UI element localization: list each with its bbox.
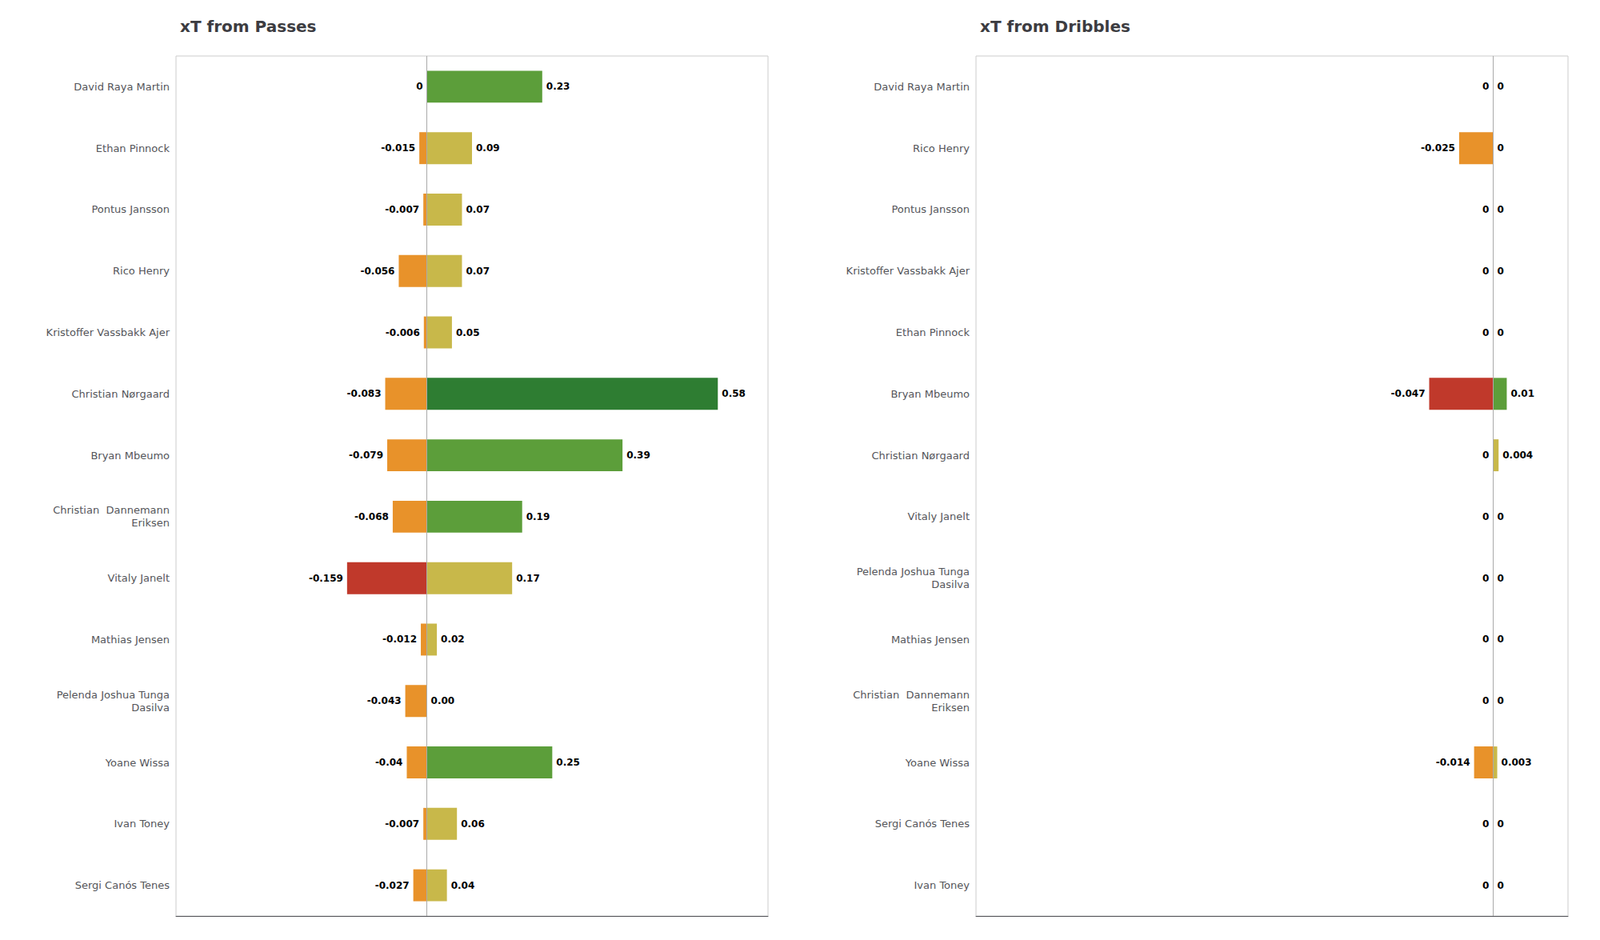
svg-text:xT from Passes: xT from Passes: [180, 16, 317, 36]
svg-text:-0.04: -0.04: [375, 756, 404, 768]
svg-text:Pelenda Joshua Tunga: Pelenda Joshua Tunga: [856, 565, 970, 578]
svg-text:0: 0: [1496, 695, 1504, 707]
svg-text:Rico Henry: Rico Henry: [912, 142, 970, 155]
svg-text:Ivan Toney: Ivan Toney: [114, 817, 171, 830]
svg-text:0.09: 0.09: [476, 142, 500, 154]
svg-text:-0.027: -0.027: [375, 880, 410, 892]
svg-text:-0.079: -0.079: [348, 449, 384, 461]
svg-text:0.39: 0.39: [626, 449, 651, 461]
svg-text:Pontus Jansson: Pontus Jansson: [91, 203, 170, 216]
svg-text:Ethan Pinnock: Ethan Pinnock: [896, 326, 971, 339]
svg-text:0: 0: [1496, 265, 1504, 277]
svg-text:0.004: 0.004: [1502, 449, 1533, 461]
svg-text:0: 0: [1482, 880, 1489, 892]
svg-text:Christian Dannemann: Christian Dannemann: [52, 504, 170, 516]
svg-text:0: 0: [1482, 265, 1489, 277]
svg-text:Kristoffer Vassbakk Ajer: Kristoffer Vassbakk Ajer: [846, 264, 971, 277]
svg-text:Pontus Jansson: Pontus Jansson: [891, 203, 970, 216]
svg-text:0: 0: [1496, 511, 1504, 523]
svg-text:0.17: 0.17: [516, 572, 540, 584]
svg-text:-0.043: -0.043: [367, 695, 402, 707]
svg-text:Yoane Wissa: Yoane Wissa: [104, 756, 170, 769]
svg-text:0.07: 0.07: [465, 204, 490, 216]
svg-text:0: 0: [1482, 695, 1489, 707]
svg-text:0: 0: [1482, 818, 1489, 830]
svg-text:0: 0: [1482, 511, 1489, 523]
svg-text:0.05: 0.05: [456, 327, 480, 339]
svg-text:0: 0: [1496, 880, 1504, 892]
svg-text:Bryan Mbeumo: Bryan Mbeumo: [890, 388, 970, 400]
svg-text:Christian Nørgaard: Christian Nørgaard: [72, 388, 170, 400]
svg-text:Yoane Wissa: Yoane Wissa: [904, 756, 970, 769]
svg-text:Mathias Jensen: Mathias Jensen: [891, 633, 970, 646]
svg-text:0: 0: [416, 80, 423, 92]
svg-text:Sergi Canós Tenes: Sergi Canós Tenes: [75, 879, 170, 892]
svg-text:Rico Henry: Rico Henry: [112, 264, 170, 277]
svg-text:0.01: 0.01: [1510, 388, 1535, 400]
svg-text:Ivan Toney: Ivan Toney: [914, 879, 971, 892]
svg-text:0: 0: [1482, 327, 1489, 339]
svg-text:0: 0: [1496, 633, 1504, 645]
svg-text:0: 0: [1496, 80, 1504, 92]
svg-text:0.58: 0.58: [721, 388, 746, 400]
svg-text:0.06: 0.06: [460, 818, 485, 830]
svg-text:Eriksen: Eriksen: [931, 701, 970, 714]
svg-text:0.00: 0.00: [431, 695, 456, 707]
svg-text:Vitaly Janelt: Vitaly Janelt: [908, 510, 970, 523]
svg-text:-0.025: -0.025: [1420, 142, 1456, 154]
svg-text:0: 0: [1482, 449, 1489, 461]
svg-text:Ethan Pinnock: Ethan Pinnock: [96, 142, 171, 155]
svg-text:0.25: 0.25: [556, 756, 580, 768]
svg-text:0: 0: [1496, 572, 1504, 584]
svg-text:0: 0: [1482, 80, 1489, 92]
svg-text:Dasilva: Dasilva: [931, 578, 970, 591]
svg-text:-0.159: -0.159: [308, 572, 344, 584]
svg-text:0.07: 0.07: [465, 265, 490, 277]
svg-text:0.04: 0.04: [451, 880, 476, 892]
svg-text:Pelenda Joshua Tunga: Pelenda Joshua Tunga: [56, 688, 170, 701]
svg-text:David Raya Martin: David Raya Martin: [73, 80, 170, 93]
svg-text:0.02: 0.02: [440, 633, 465, 645]
svg-text:Sergi Canós Tenes: Sergi Canós Tenes: [875, 817, 970, 830]
svg-text:-0.047: -0.047: [1391, 388, 1426, 400]
svg-text:0: 0: [1496, 204, 1504, 216]
svg-text:Vitaly Janelt: Vitaly Janelt: [108, 572, 170, 584]
svg-text:0: 0: [1496, 142, 1504, 154]
svg-text:0.19: 0.19: [526, 511, 551, 523]
svg-text:-0.083: -0.083: [347, 388, 382, 400]
svg-text:Eriksen: Eriksen: [131, 516, 170, 529]
svg-text:xT from Dribbles: xT from Dribbles: [980, 16, 1131, 36]
svg-text:0: 0: [1482, 633, 1489, 645]
svg-text:-0.015: -0.015: [380, 142, 416, 154]
svg-text:Dasilva: Dasilva: [131, 701, 170, 714]
svg-text:0.003: 0.003: [1501, 756, 1532, 768]
svg-text:Christian Nørgaard: Christian Nørgaard: [872, 449, 970, 462]
svg-text:Christian Dannemann: Christian Dannemann: [852, 688, 970, 701]
svg-text:Mathias Jensen: Mathias Jensen: [91, 633, 170, 646]
svg-text:-0.006: -0.006: [385, 327, 420, 339]
svg-text:-0.014: -0.014: [1436, 756, 1471, 768]
svg-text:David Raya Martin: David Raya Martin: [873, 80, 970, 93]
svg-text:0.23: 0.23: [546, 80, 571, 92]
svg-text:0: 0: [1482, 204, 1489, 216]
svg-text:0: 0: [1496, 327, 1504, 339]
svg-text:Bryan Mbeumo: Bryan Mbeumo: [90, 449, 170, 462]
svg-text:-0.056: -0.056: [360, 265, 396, 277]
svg-text:Kristoffer Vassbakk Ajer: Kristoffer Vassbakk Ajer: [46, 326, 171, 339]
svg-text:-0.012: -0.012: [382, 633, 417, 645]
svg-text:-0.007: -0.007: [384, 204, 420, 216]
svg-text:0: 0: [1496, 818, 1504, 830]
svg-text:-0.007: -0.007: [384, 818, 420, 830]
svg-text:0: 0: [1482, 572, 1489, 584]
svg-text:-0.068: -0.068: [354, 511, 389, 523]
